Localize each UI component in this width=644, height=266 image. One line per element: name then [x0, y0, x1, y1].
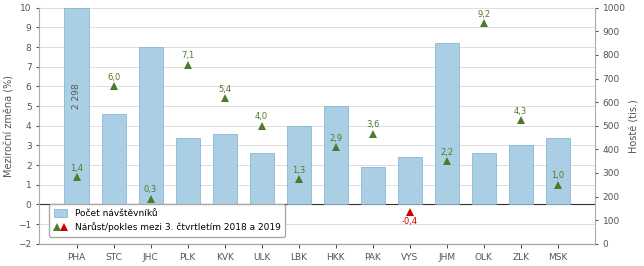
- Y-axis label: Hosté (tis.): Hosté (tis.): [630, 99, 640, 153]
- Bar: [250, 153, 274, 205]
- Text: 4,0: 4,0: [255, 113, 268, 121]
- Text: 0,3: 0,3: [144, 185, 157, 194]
- Text: 1,0: 1,0: [551, 172, 564, 180]
- Bar: [138, 47, 162, 205]
- Text: 5,4: 5,4: [218, 85, 231, 94]
- Bar: [471, 153, 496, 205]
- Bar: [64, 8, 88, 205]
- Text: -0,4: -0,4: [402, 217, 418, 226]
- Text: 1,3: 1,3: [292, 165, 305, 174]
- Bar: [323, 106, 348, 205]
- Bar: [509, 146, 533, 205]
- Bar: [287, 126, 310, 205]
- Y-axis label: Meziroční změna (%): Meziroční změna (%): [4, 75, 14, 177]
- Bar: [435, 43, 459, 205]
- Bar: [397, 157, 422, 205]
- Text: 2 298: 2 298: [72, 84, 81, 109]
- Text: 3,6: 3,6: [366, 120, 379, 129]
- Text: 2,9: 2,9: [329, 134, 342, 143]
- Bar: [545, 138, 570, 205]
- Bar: [176, 138, 200, 205]
- Text: 4,3: 4,3: [514, 106, 527, 115]
- Bar: [102, 114, 126, 205]
- Text: 6,0: 6,0: [107, 73, 120, 82]
- Text: 1,4: 1,4: [70, 164, 83, 173]
- Bar: [361, 167, 384, 205]
- Text: 9,2: 9,2: [477, 10, 490, 19]
- Text: 2,2: 2,2: [440, 148, 453, 157]
- Legend: Počet návštěvníků, Nárůst/pokles mezi 3. čtvrtletím 2018 a 2019: Počet návštěvníků, Nárůst/pokles mezi 3.…: [50, 204, 285, 237]
- Bar: [213, 134, 236, 205]
- Text: 7,1: 7,1: [181, 51, 194, 60]
